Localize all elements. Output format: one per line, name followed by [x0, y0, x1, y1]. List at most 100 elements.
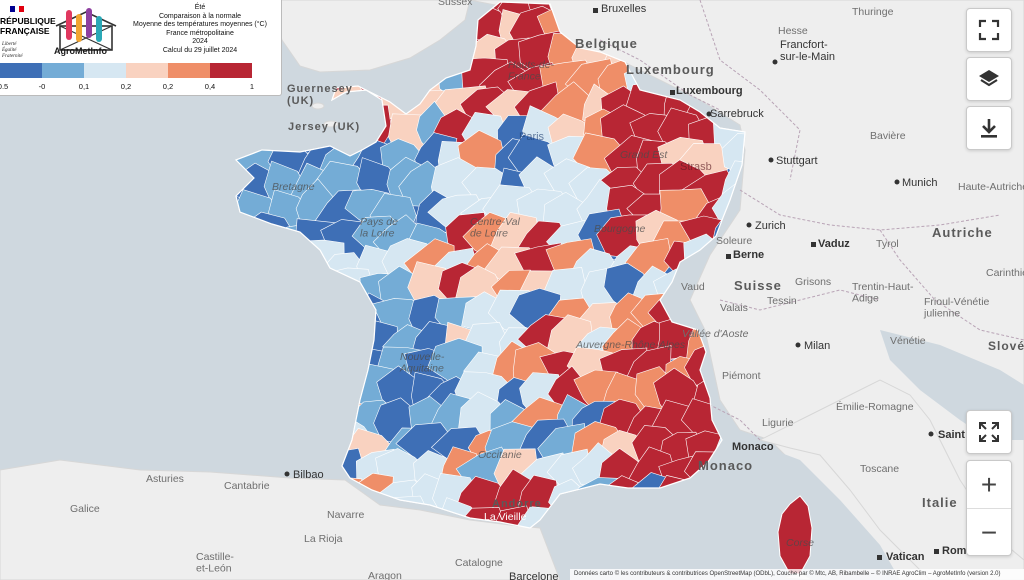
label-strasbourg: Strasb — [680, 161, 712, 173]
layers-button[interactable] — [966, 57, 1012, 101]
republique-name: RÉPUBLIQUE FRANÇAISE — [0, 16, 56, 36]
label-occitanie: Occitanie — [478, 449, 522, 461]
legend-swatch — [126, 63, 168, 78]
label-auvergne: Auvergne-Rhône-Alpes — [575, 339, 686, 351]
legend-tick-label: 0.5 — [0, 82, 9, 91]
label-centre: Centre-Val de Loire — [470, 216, 520, 240]
agrometinfo-logo-icon — [55, 8, 117, 51]
label-haute-autriche: Haute-Autriche — [958, 181, 1024, 193]
label-suisse: Suisse — [734, 278, 782, 293]
label-berne: Berne — [733, 249, 764, 261]
label-la-vieille: La Vieille — [484, 511, 527, 523]
label-valais: Valais — [720, 302, 748, 314]
legend-tick-labels: 0.5 -0 0,1 0,2 0,2 0,4 1 — [0, 82, 282, 92]
map-labels: Belgique Luxembourg Suisse Autriche Ital… — [70, 0, 1024, 580]
legend-area: France métropolitaine — [166, 29, 234, 37]
label-grand-est: Grand Est — [620, 149, 668, 161]
republique-motto: Liberté Égalité Fraternité — [2, 42, 23, 59]
legend-tick-label: 0,4 — [204, 82, 216, 91]
label-monaco-city: Monaco — [732, 441, 774, 453]
city-markers — [284, 8, 939, 560]
label-vatican: Vatican — [886, 551, 925, 563]
label-munich: Munich — [902, 177, 937, 189]
label-thuringe: Thuringe — [852, 6, 894, 18]
legend-title: Comparaison à la normale — [158, 12, 242, 20]
fullscreen-button[interactable] — [966, 8, 1012, 52]
label-castille: Castille-et-León — [196, 551, 234, 575]
zoom-control: + − — [966, 460, 1012, 556]
legend-color-scale — [0, 63, 252, 78]
expand-icon — [979, 422, 999, 442]
label-bruxelles: Bruxelles — [601, 3, 647, 15]
label-galice: Galice — [70, 503, 100, 515]
legend-swatch — [84, 63, 126, 78]
label-andorre: Andorre — [492, 498, 542, 510]
label-rome: Rome — [942, 545, 973, 557]
map-attribution[interactable]: Données carto © les contributeurs & cont… — [570, 569, 1024, 580]
label-aoste: Vallée d'Aoste — [682, 328, 749, 340]
zoom-out-button[interactable]: − — [967, 508, 1011, 556]
label-trentin: Trentin-Haut-Adige — [852, 281, 914, 305]
label-ligurie: Ligurie — [762, 417, 794, 429]
label-la-rioja: La Rioja — [304, 533, 343, 545]
legend-swatch — [210, 63, 252, 78]
label-vaduz: Vaduz — [818, 238, 850, 250]
legend-swatch — [42, 63, 84, 78]
label-zurich: Zurich — [755, 220, 786, 232]
legend-tick-label: 0,1 — [78, 82, 90, 91]
label-luxembourg-country: Luxembourg — [626, 62, 715, 77]
download-button[interactable] — [966, 106, 1012, 150]
france-border — [234, 1, 746, 529]
app-name: AgroMetInfo — [54, 46, 107, 56]
legend-computed: Calcul du 29 juillet 2024 — [162, 46, 238, 54]
label-grisons: Grisons — [795, 276, 831, 288]
label-jersey: Jersey (UK) — [288, 121, 360, 133]
legend-swatch — [0, 63, 42, 78]
label-monaco-country: Monaco — [698, 458, 753, 473]
label-autriche: Autriche — [932, 225, 993, 240]
layers-icon — [979, 70, 999, 87]
label-sussex: Sussex — [438, 0, 473, 8]
legend-swatch — [168, 63, 210, 78]
fullscreen-icon — [978, 19, 1000, 41]
legend-subtitle: Moyenne des températures moyennes (°C) — [133, 21, 267, 29]
label-bretagne: Bretagne — [272, 181, 315, 193]
label-slove: Slové — [988, 339, 1024, 353]
label-bourgogne: Bourgogne — [594, 223, 646, 235]
label-hauts-de-france: Hauts-de-France — [508, 59, 555, 83]
republique-francaise-logo: RÉPUBLIQUE FRANÇAISE Liberté Égalité Fra… — [0, 4, 56, 64]
label-cantabrie: Cantabrie — [224, 480, 270, 492]
legend-season: Été — [194, 4, 206, 11]
legend-title-block: Été Comparaison à la normale Moyenne des… — [122, 4, 278, 56]
expand-button[interactable] — [966, 410, 1012, 454]
zoom-in-button[interactable]: + — [980, 468, 998, 500]
label-nouvelle-aquitaine: Nouvelle-Aquitaine — [399, 351, 445, 375]
label-luxembourg-city: Luxembourg — [676, 85, 743, 97]
label-barcelone: Barcelone — [509, 571, 559, 580]
label-italie: Italie — [922, 495, 958, 510]
legend-tick-label: 1 — [249, 82, 255, 91]
label-tessin: Tessin — [767, 295, 797, 307]
label-toscane: Toscane — [860, 463, 899, 475]
label-aragon: Aragon — [368, 570, 402, 580]
label-francfort: Francfort-sur-le-Main — [780, 39, 835, 63]
legend-tick-label: 0,2 — [120, 82, 132, 91]
label-catalogne: Catalogne — [455, 557, 503, 569]
label-paris: Paris — [519, 131, 545, 143]
label-saint: Saint — [938, 429, 965, 441]
label-hesse: Hesse — [778, 25, 808, 37]
label-venetie: Vénétie — [890, 335, 926, 347]
label-piemont: Piémont — [722, 370, 761, 382]
label-navarre: Navarre — [327, 509, 365, 521]
label-pays-loire: Pays de la Loire — [360, 216, 398, 240]
label-stuttgart: Stuttgart — [776, 155, 818, 167]
label-soleure: Soleure — [716, 235, 752, 247]
label-corse: Corse — [786, 537, 814, 549]
label-frioul: Frioul-Vénétie julienne — [923, 296, 990, 320]
label-belgique: Belgique — [575, 36, 638, 51]
label-bilbao: Bilbao — [293, 469, 324, 481]
label-guernesey: Guernesey (UK) — [287, 83, 353, 107]
label-carinthie: Carinthie — [986, 267, 1024, 279]
label-vaud: Vaud — [681, 281, 705, 293]
download-icon — [981, 119, 997, 138]
